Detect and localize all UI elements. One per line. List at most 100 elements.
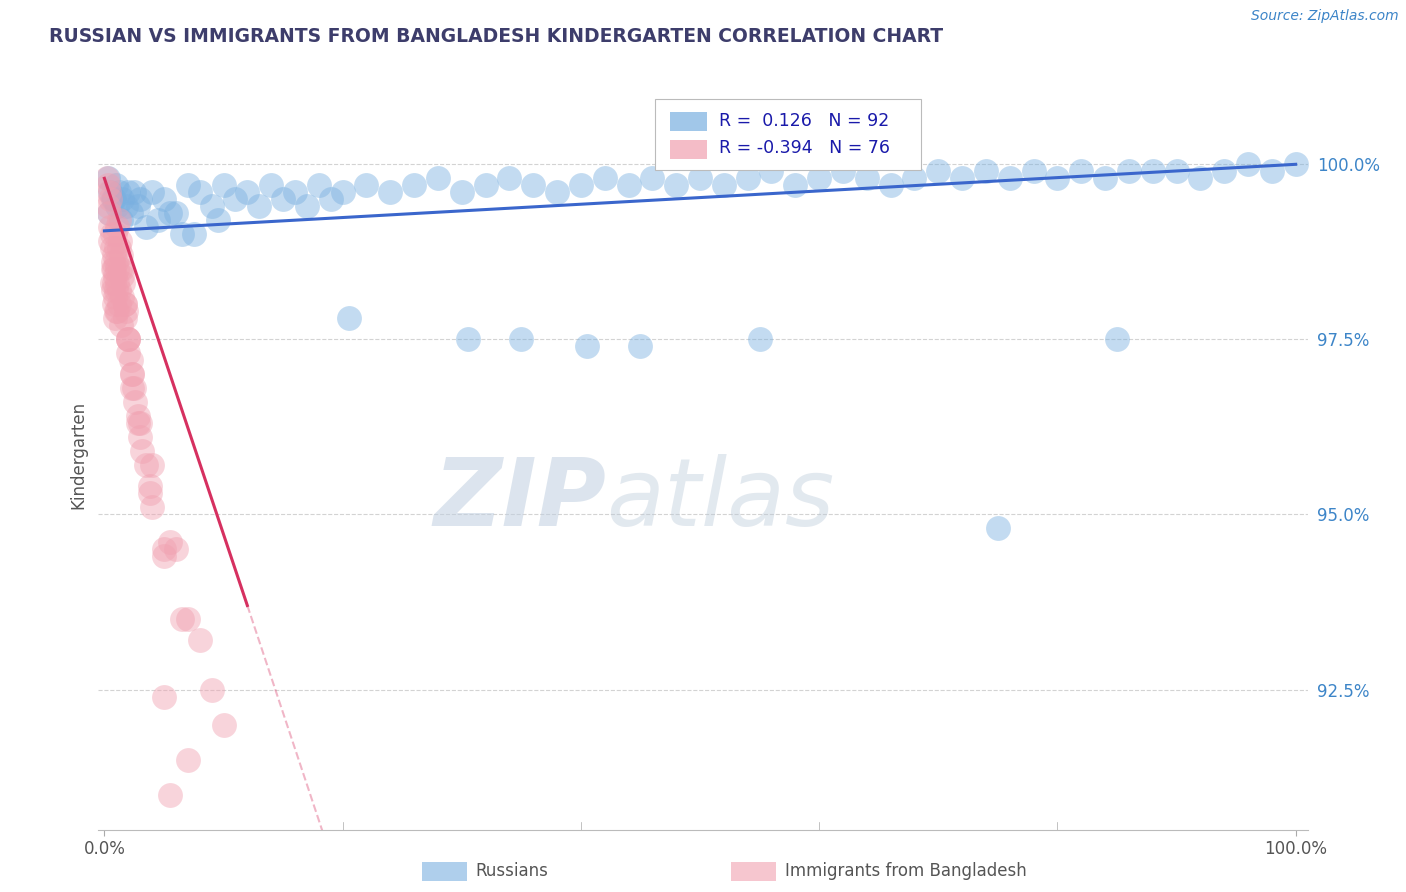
Point [101, 192, 124, 206]
Point [111, 262, 134, 277]
Point [630, 339, 652, 353]
Point [153, 690, 176, 704]
Point [1105, 332, 1128, 346]
Point [200, 199, 222, 213]
Point [107, 262, 129, 277]
Point [1166, 164, 1188, 178]
Point [927, 164, 949, 178]
Point [117, 332, 139, 346]
Text: RUSSIAN VS IMMIGRANTS FROM BANGLADESH KINDERGARTEN CORRELATION CHART: RUSSIAN VS IMMIGRANTS FROM BANGLADESH KI… [49, 27, 943, 45]
Point [122, 186, 145, 200]
Point [974, 164, 997, 178]
Point [105, 241, 128, 255]
Point [319, 192, 342, 206]
Point [1237, 157, 1260, 171]
Point [617, 178, 640, 193]
Point [510, 332, 533, 346]
Point [98, 206, 121, 220]
Y-axis label: Kindergarten: Kindergarten [69, 401, 87, 509]
Point [103, 262, 125, 277]
Point [153, 542, 176, 557]
Point [159, 788, 181, 802]
Point [546, 186, 568, 200]
Point [271, 192, 294, 206]
Point [188, 633, 211, 648]
Point [212, 178, 235, 193]
Point [153, 549, 176, 564]
Text: Russians: Russians [475, 863, 548, 880]
Point [117, 332, 139, 346]
Point [135, 220, 157, 235]
Point [998, 171, 1021, 186]
Point [121, 368, 143, 382]
Point [713, 178, 735, 193]
Point [100, 241, 122, 255]
Point [177, 752, 200, 766]
Point [748, 332, 770, 346]
Point [141, 186, 163, 200]
Point [124, 395, 146, 409]
Point [111, 192, 134, 206]
Point [107, 241, 129, 255]
Point [295, 199, 318, 213]
Point [641, 171, 664, 186]
Point [110, 318, 132, 333]
Point [450, 186, 472, 200]
Point [108, 235, 131, 249]
Point [101, 284, 124, 298]
Point [188, 186, 211, 200]
Point [569, 178, 592, 193]
Point [96, 171, 118, 186]
Point [1118, 164, 1140, 178]
Point [108, 262, 131, 277]
Point [474, 178, 496, 193]
Point [177, 178, 200, 193]
Point [200, 682, 222, 697]
Point [98, 235, 121, 249]
Point [110, 213, 132, 227]
Point [103, 297, 125, 311]
Point [98, 220, 121, 235]
Point [97, 178, 120, 193]
Point [103, 248, 125, 262]
Point [127, 417, 149, 431]
Point [114, 304, 136, 318]
Point [247, 199, 270, 213]
Point [98, 206, 121, 220]
Point [105, 304, 128, 318]
Point [117, 186, 139, 200]
Point [138, 479, 160, 493]
Point [1046, 171, 1069, 186]
Point [987, 521, 1010, 535]
Point [101, 262, 124, 277]
Point [950, 171, 973, 186]
Point [879, 178, 901, 193]
Point [337, 311, 360, 326]
Text: Source: ZipAtlas.com: Source: ZipAtlas.com [1251, 9, 1399, 23]
Point [127, 199, 149, 213]
Point [380, 186, 402, 200]
Point [107, 213, 129, 227]
Point [665, 178, 688, 193]
Point [98, 192, 121, 206]
Point [122, 381, 145, 395]
Point [1022, 164, 1045, 178]
Point [100, 227, 122, 242]
Point [903, 171, 925, 186]
Point [97, 199, 120, 213]
Point [1189, 171, 1212, 186]
Point [737, 171, 759, 186]
Point [107, 199, 129, 213]
Point [159, 535, 181, 549]
Point [131, 444, 153, 458]
Point [1213, 164, 1236, 178]
Point [170, 612, 193, 626]
Point [101, 255, 124, 269]
Point [207, 213, 229, 227]
Point [135, 458, 157, 473]
Point [98, 186, 121, 200]
Point [404, 178, 426, 193]
Point [236, 186, 259, 200]
Point [426, 171, 449, 186]
Point [165, 206, 187, 220]
